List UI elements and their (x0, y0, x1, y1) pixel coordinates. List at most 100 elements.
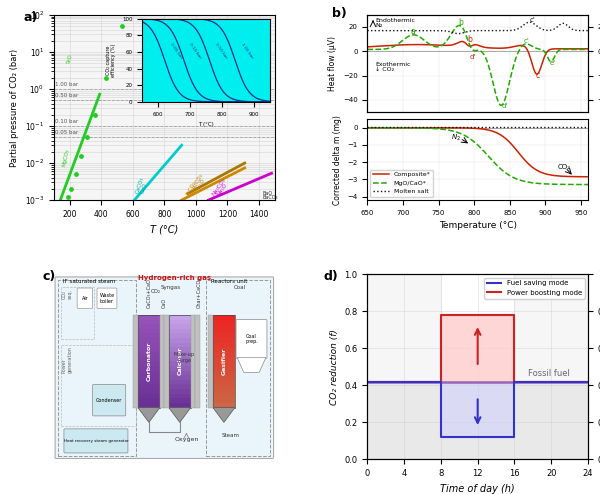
Bar (213, 370, 235, 375)
Bar (213, 379, 235, 384)
Polygon shape (237, 358, 266, 372)
Text: Exothermic: Exothermic (375, 62, 410, 67)
Text: Power
generation: Power generation (62, 346, 73, 373)
Polygon shape (138, 408, 160, 422)
Text: Condenser: Condenser (96, 398, 122, 403)
Point (71, 170, 81, 178)
Text: $N_2$: $N_2$ (451, 133, 461, 143)
Bar (138, 394, 160, 398)
Bar (138, 347, 160, 352)
Text: 0.05 bar: 0.05 bar (55, 130, 79, 135)
Text: ↓ CO₂: ↓ CO₂ (375, 67, 394, 72)
Text: CO₂
seq.: CO₂ seq. (62, 289, 73, 299)
Bar (169, 394, 191, 398)
Bar (133, 315, 138, 408)
FancyBboxPatch shape (92, 384, 126, 416)
Text: SrO: SrO (190, 186, 199, 197)
X-axis label: Time of day (h): Time of day (h) (440, 484, 515, 494)
Bar (213, 384, 235, 389)
Bar (138, 357, 160, 361)
Bar (213, 357, 235, 361)
Bar (138, 398, 160, 403)
Bar (213, 320, 235, 324)
Text: Fossil fuel: Fossil fuel (528, 369, 570, 378)
Text: MgCO₃: MgCO₃ (62, 148, 70, 166)
Bar (138, 366, 160, 370)
FancyBboxPatch shape (64, 429, 128, 453)
Bar (138, 361, 160, 366)
Text: Air: Air (82, 296, 88, 301)
Bar (213, 315, 235, 320)
Bar (213, 342, 235, 347)
Text: a): a) (23, 11, 37, 24)
Bar (169, 352, 191, 357)
Point (101, 74, 111, 82)
Bar (138, 370, 160, 375)
Text: Gasifier: Gasifier (221, 348, 226, 375)
Polygon shape (169, 408, 191, 422)
Text: Char+CaCO₃: Char+CaCO₃ (197, 276, 202, 307)
Bar (213, 389, 235, 394)
Bar (138, 333, 160, 338)
Bar (213, 398, 235, 403)
Text: CO₂: CO₂ (151, 288, 161, 294)
Text: Syngas: Syngas (161, 285, 181, 290)
Bar (169, 398, 191, 403)
Text: Na₂CO₃: Na₂CO₃ (212, 178, 227, 197)
Text: Steam: Steam (221, 433, 239, 438)
Legend: Fuel saving mode, Power boosting mode: Fuel saving mode, Power boosting mode (484, 278, 584, 299)
Text: b: b (467, 35, 472, 43)
Bar (169, 315, 191, 320)
Bar (169, 379, 191, 384)
Bar (169, 342, 191, 347)
FancyBboxPatch shape (77, 288, 92, 308)
Bar (169, 324, 191, 329)
Point (117, 22, 127, 30)
Text: Waste
boiler: Waste boiler (100, 293, 115, 304)
FancyBboxPatch shape (236, 320, 267, 359)
Bar (195, 315, 200, 408)
Bar (169, 403, 191, 408)
Bar (138, 384, 160, 389)
Point (67, 185, 76, 193)
Text: d': d' (501, 103, 508, 109)
Bar (138, 315, 160, 320)
Bar (169, 329, 191, 333)
Text: 0.50 bar: 0.50 bar (55, 93, 79, 98)
Text: c): c) (43, 271, 56, 284)
Bar (169, 375, 191, 380)
Bar (138, 315, 160, 408)
Bar (169, 389, 191, 394)
Y-axis label: Corrected delta m (mg): Corrected delta m (mg) (332, 115, 341, 205)
Text: c': c' (523, 38, 529, 44)
Text: Carbonator: Carbonator (146, 341, 151, 381)
Y-axis label: Partial pressure of CO₂ (bar): Partial pressure of CO₂ (bar) (10, 48, 19, 166)
Bar (169, 366, 191, 370)
Bar (213, 338, 235, 343)
Text: Make-up
Purge: Make-up Purge (173, 352, 194, 363)
Point (90, 111, 100, 119)
Text: Coal
prep.: Coal prep. (245, 333, 258, 344)
Text: Li₂CO₃: Li₂CO₃ (191, 173, 205, 190)
Text: c': c' (530, 17, 535, 23)
Text: 0.10 bar: 0.10 bar (55, 119, 79, 124)
Text: IF saturated steam: IF saturated steam (63, 280, 115, 285)
Text: SrCO₃: SrCO₃ (185, 180, 198, 197)
Bar (213, 361, 235, 366)
Text: SrO: SrO (66, 53, 74, 64)
Bar (138, 389, 160, 394)
Text: CaO: CaO (140, 182, 149, 195)
Bar (169, 357, 191, 361)
Text: BaCO₃: BaCO₃ (262, 195, 278, 200)
Point (64, 193, 73, 201)
Y-axis label: CO₂ reduction (f): CO₂ reduction (f) (330, 329, 339, 405)
Bar (213, 403, 235, 408)
Polygon shape (213, 408, 235, 422)
Bar (213, 352, 235, 357)
Bar (138, 329, 160, 333)
Text: 1.00 bar: 1.00 bar (55, 82, 79, 87)
Bar (169, 320, 191, 324)
Text: Oxygen: Oxygen (174, 437, 199, 442)
X-axis label: Temperature (°C): Temperature (°C) (439, 221, 517, 230)
Text: Li₂O: Li₂O (196, 178, 206, 190)
